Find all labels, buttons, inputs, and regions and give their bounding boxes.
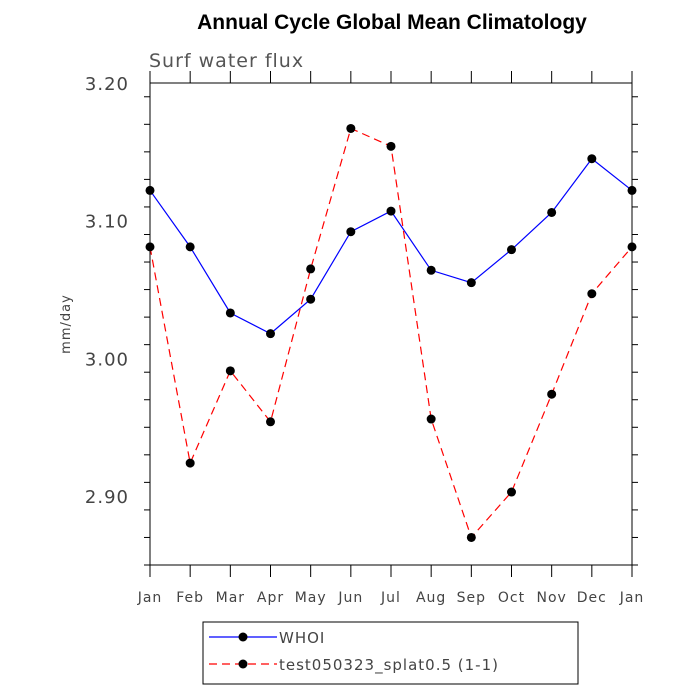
legend: WHOI test050323_splat0.5 (1-1) xyxy=(202,621,579,685)
x-tick-label: Mar xyxy=(216,590,245,606)
series-1-point xyxy=(386,206,396,216)
series-line-2 xyxy=(149,127,633,539)
x-tick-label: Jul xyxy=(380,590,401,606)
x-tick-label: Jun xyxy=(337,590,363,606)
series-2-point xyxy=(386,141,396,151)
series-1-point xyxy=(306,294,316,304)
series-2-point xyxy=(627,242,637,252)
series-2-point xyxy=(306,264,316,274)
series-2-point xyxy=(466,532,476,542)
x-tick-label: Dec xyxy=(577,590,607,606)
y-tick-label: 2.90 xyxy=(85,487,129,508)
chart-title: Annual Cycle Global Mean Climatology xyxy=(197,11,587,34)
series-1-point xyxy=(466,278,476,288)
series-1-point xyxy=(225,308,235,318)
legend-marker-1 xyxy=(238,632,248,642)
series-2-point xyxy=(145,242,155,252)
x-tick-label: Sep xyxy=(457,590,486,606)
x-tick-label: May xyxy=(295,590,327,606)
x-tick-label: Aug xyxy=(416,590,446,606)
axes: 3.20 3.10 3.00 2.90 Jan Feb Mar Apr May Jun Jul Aug… xyxy=(85,71,645,606)
x-tick-label: Jan xyxy=(137,590,163,606)
series-1-point xyxy=(507,245,516,255)
legend-marker-2 xyxy=(238,659,248,669)
plot-frame xyxy=(149,82,633,566)
series-2-point xyxy=(547,389,557,399)
series-2-point xyxy=(185,458,195,468)
series-1-point xyxy=(627,185,637,195)
series-1-point xyxy=(587,154,597,164)
y-axis-label: mm/day xyxy=(59,294,74,354)
y-tick-label: 3.10 xyxy=(85,212,129,233)
series-2-point xyxy=(266,417,275,427)
series-layer xyxy=(145,123,637,542)
legend-box xyxy=(202,621,579,685)
series-1-point xyxy=(266,329,275,339)
series-2-point xyxy=(346,123,356,133)
legend-label-1: WHOI xyxy=(279,629,325,647)
x-tick-label: Nov xyxy=(537,590,567,606)
x-tick-label: Oct xyxy=(498,590,525,606)
y-tick-label: 3.00 xyxy=(85,349,129,370)
series-1-point xyxy=(346,227,356,237)
series-1-point xyxy=(145,185,155,195)
series-2-point xyxy=(587,289,597,299)
series-line-1 xyxy=(149,157,633,335)
series-2-point xyxy=(225,366,235,376)
x-tick-label: Jan xyxy=(619,590,645,606)
chart-subtitle: Surf water flux xyxy=(149,50,304,72)
series-2-point xyxy=(507,487,516,497)
legend-label-2: test050323_splat0.5 (1-1) xyxy=(279,656,499,675)
series-1-point xyxy=(547,207,557,217)
y-tick-label: 3.20 xyxy=(85,74,129,95)
series-1-point xyxy=(185,242,195,252)
x-tick-label: Apr xyxy=(257,590,284,606)
x-tick-label: Feb xyxy=(176,590,204,606)
series-1-point xyxy=(426,265,436,275)
series-2-point xyxy=(426,414,436,424)
